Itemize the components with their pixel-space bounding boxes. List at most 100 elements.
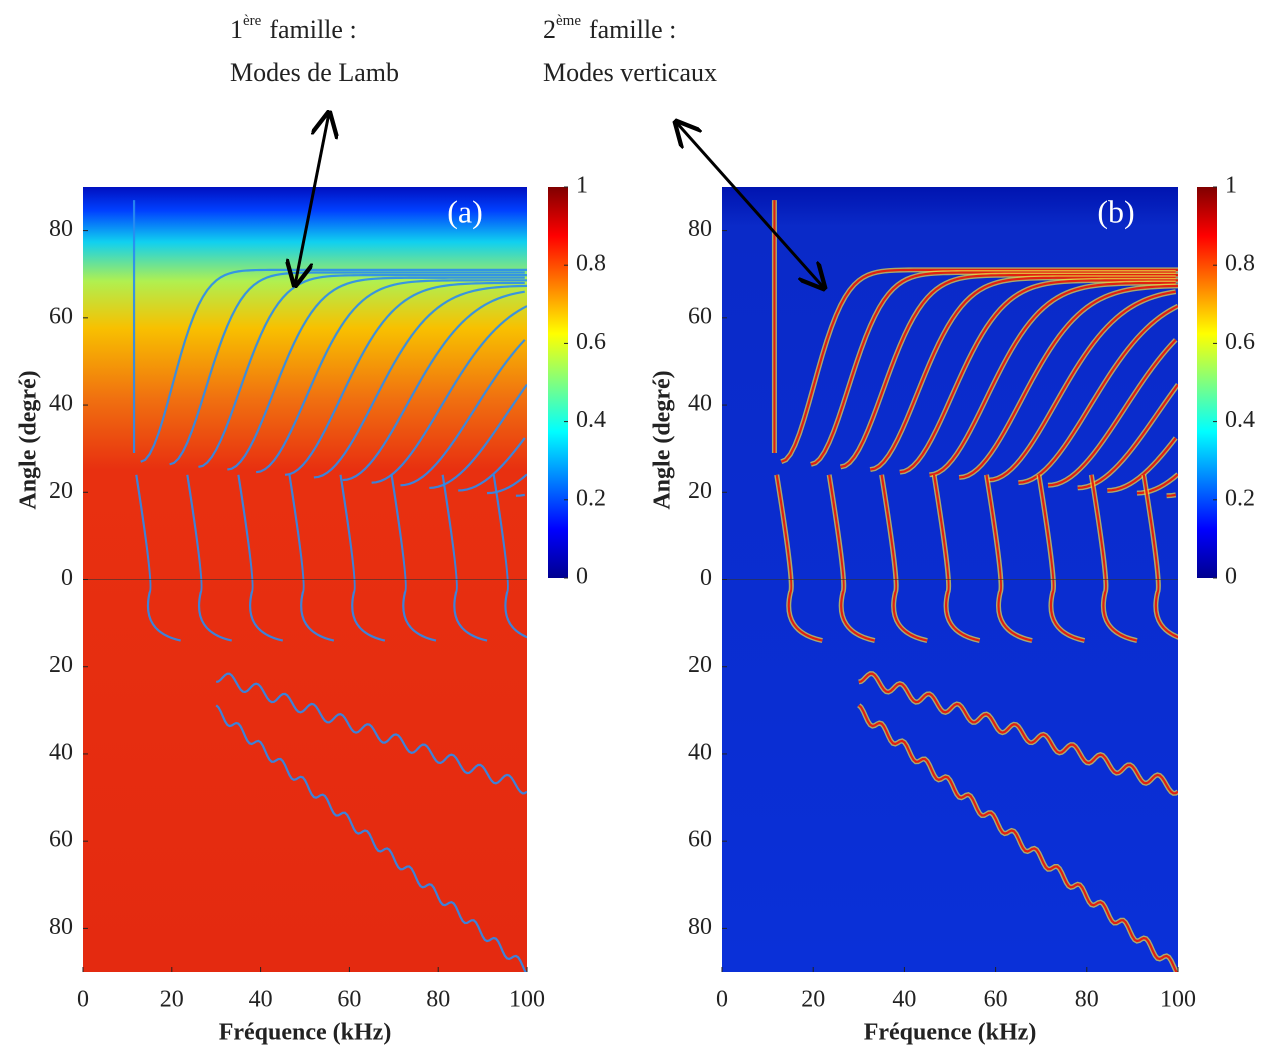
y-tick-label: 20: [49, 652, 73, 678]
colorbar-tick-label: 0: [1225, 564, 1237, 590]
mode-curve: [840, 273, 1178, 469]
x-tick-label: 20: [801, 987, 825, 1013]
mode-curve: [339, 474, 386, 642]
colorbar-tick-label: 0: [576, 564, 588, 590]
colorbar-tick-label: 0.6: [576, 329, 606, 355]
annotation: Modes verticaux: [543, 58, 717, 87]
mode-curve: [858, 672, 1178, 795]
mode-curve: [486, 473, 527, 495]
mode-curves: [771, 200, 1178, 972]
mode-curve: [929, 281, 1176, 476]
colorbar-tick-label: 1: [1225, 173, 1237, 199]
y-tick-label: 60: [688, 303, 712, 329]
y-tick-label: 80: [688, 914, 712, 940]
mode-curve: [284, 281, 525, 476]
colorbar: [1197, 187, 1217, 578]
y-tick-label: 0: [61, 565, 73, 591]
mode-curve: [237, 474, 284, 642]
mode-curve: [400, 339, 526, 487]
x-tick-label: 80: [1075, 987, 1099, 1013]
mode-curve: [429, 383, 527, 490]
y-axis-label: Angle (degré): [650, 370, 676, 509]
mode-curve: [858, 704, 1178, 972]
mode-curve: [1166, 493, 1176, 497]
y-tick-label: 80: [49, 216, 73, 242]
mode-curve: [828, 474, 875, 642]
panel-label: (b): [1097, 193, 1134, 229]
x-tick-label: 60: [984, 987, 1008, 1013]
mode-curve: [227, 276, 525, 471]
mode-curve: [869, 276, 1176, 471]
annotation: Modes de Lamb: [230, 58, 399, 87]
x-axis-label: Fréquence (kHz): [864, 1020, 1037, 1046]
colorbar-tick-label: 1: [576, 173, 588, 199]
colorbar: [548, 187, 568, 578]
mode-curve: [371, 305, 527, 484]
mode-curve: [135, 474, 181, 642]
x-tick-label: 0: [77, 987, 89, 1013]
mode-curve: [1018, 305, 1178, 484]
mode-curve: [169, 271, 525, 466]
colorbar-tick-label: 0.2: [576, 485, 606, 511]
mode-curve: [390, 474, 437, 642]
mode-curve: [780, 268, 1178, 463]
y-tick-label: 60: [49, 827, 73, 853]
arrow: [295, 113, 329, 285]
mode-curve: [492, 474, 527, 639]
x-tick-label: 40: [249, 987, 273, 1013]
mode-curve: [775, 474, 823, 642]
x-tick-label: 100: [1160, 987, 1196, 1013]
colorbar-tick-label: 0.8: [576, 251, 606, 277]
x-axis-label: Fréquence (kHz): [219, 1020, 392, 1046]
x-tick-label: 0: [716, 987, 728, 1013]
mode-curve: [988, 290, 1176, 482]
y-tick-label: 40: [49, 739, 73, 765]
y-tick-label: 60: [688, 827, 712, 853]
arrow: [676, 122, 824, 288]
mode-curve: [255, 279, 527, 474]
mode-curves: [132, 200, 527, 972]
y-axis-label: Angle (degré): [16, 370, 42, 509]
y-tick-label: 40: [49, 391, 73, 417]
mode-curve: [958, 284, 1178, 479]
mode-curve: [215, 672, 527, 795]
mode-curve: [1037, 474, 1085, 642]
mode-curve: [1090, 474, 1138, 642]
mode-curve: [899, 279, 1178, 474]
x-tick-label: 40: [892, 987, 916, 1013]
y-tick-label: 60: [49, 303, 73, 329]
mode-curve: [932, 474, 980, 642]
y-tick-label: 20: [688, 478, 712, 504]
mode-curve: [186, 474, 232, 642]
x-tick-label: 60: [337, 987, 361, 1013]
mode-curve: [342, 290, 525, 482]
mode-curve: [515, 493, 525, 497]
y-tick-label: 80: [49, 914, 73, 940]
mode-curve: [810, 271, 1176, 466]
annotation: 2ème famille :: [543, 13, 676, 44]
annotation: 1ère famille :: [230, 13, 357, 44]
colorbar-tick-label: 0.6: [1225, 329, 1255, 355]
y-tick-label: 80: [688, 216, 712, 242]
x-tick-label: 20: [160, 987, 184, 1013]
y-tick-label: 40: [688, 739, 712, 765]
mode-curve: [458, 437, 526, 492]
colorbar-tick-label: 0.8: [1225, 251, 1255, 277]
colorbar-tick-label: 0.4: [1225, 407, 1255, 433]
mode-curve: [198, 273, 527, 469]
y-tick-label: 20: [49, 478, 73, 504]
panel-label: (a): [447, 193, 483, 229]
mode-curve: [880, 474, 928, 642]
colorbar-tick-label: 0.4: [576, 407, 606, 433]
x-tick-label: 100: [509, 987, 545, 1013]
mode-curve: [313, 284, 527, 479]
y-tick-label: 20: [688, 652, 712, 678]
mode-curve: [441, 474, 488, 642]
mode-curve: [1047, 339, 1177, 487]
mode-curve: [215, 704, 527, 972]
y-tick-label: 40: [688, 391, 712, 417]
x-tick-label: 80: [426, 987, 450, 1013]
mode-curve: [288, 474, 335, 642]
y-tick-label: 0: [700, 565, 712, 591]
